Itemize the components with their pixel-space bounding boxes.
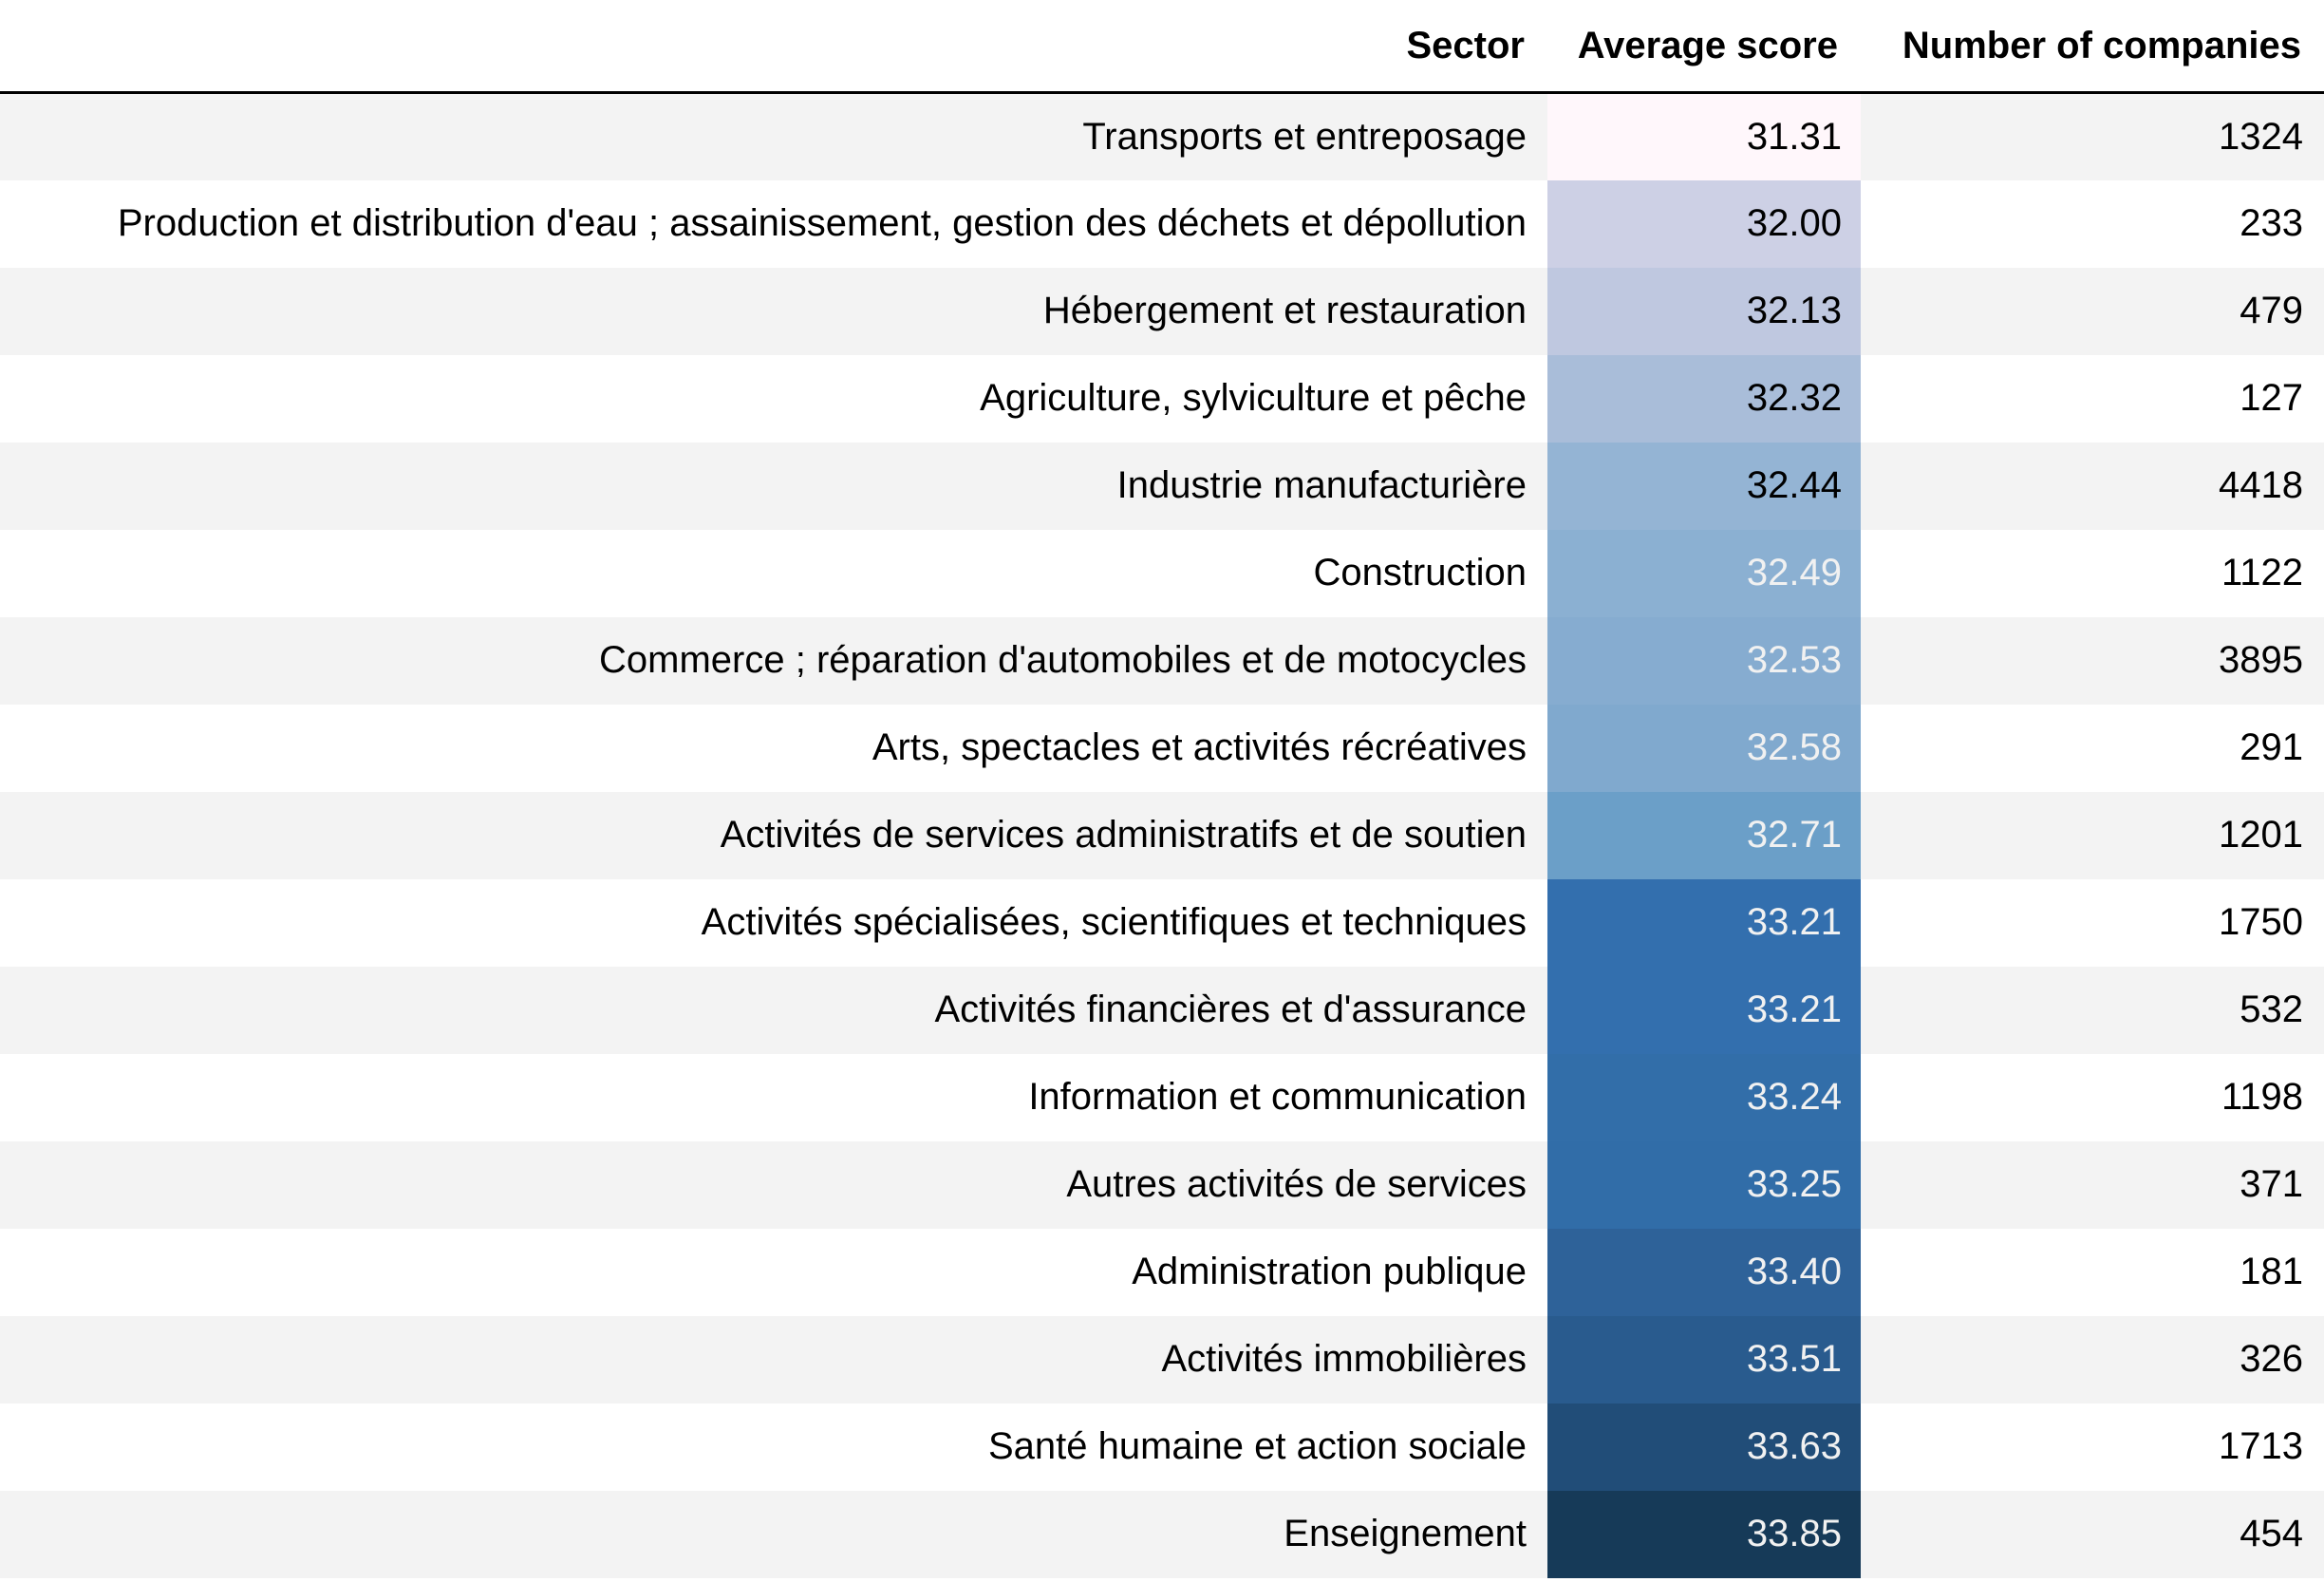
average-score-cell: 31.31 <box>1547 92 1861 180</box>
number-of-companies-cell: 326 <box>1861 1315 2324 1403</box>
number-of-companies-cell: 454 <box>1861 1490 2324 1578</box>
number-of-companies-cell: 3895 <box>1861 616 2324 705</box>
average-score-cell: 33.85 <box>1547 1490 1861 1578</box>
average-score-cell: 32.49 <box>1547 529 1861 617</box>
table-row: Commerce ; réparation d'automobiles et d… <box>0 616 2324 705</box>
average-score-cell: 33.21 <box>1547 966 1861 1054</box>
sector-cell: Autres activités de services <box>0 1140 1547 1229</box>
sector-cell: Hébergement et restauration <box>0 267 1547 355</box>
table-row: Activités spécialisées, scientifiques et… <box>0 878 2324 967</box>
number-of-companies-cell: 371 <box>1861 1140 2324 1229</box>
number-of-companies-cell: 181 <box>1861 1228 2324 1316</box>
table-row: Autres activités de services 33.25 371 <box>0 1140 2324 1229</box>
sector-cell: Santé humaine et action sociale <box>0 1403 1547 1491</box>
sector-cell: Activités immobilières <box>0 1315 1547 1403</box>
sector-cell: Administration publique <box>0 1228 1547 1316</box>
number-of-companies-cell: 1750 <box>1861 878 2324 967</box>
sector-cell: Activités de services administratifs et … <box>0 791 1547 879</box>
average-score-cell: 33.51 <box>1547 1315 1861 1403</box>
sector-cell: Construction <box>0 529 1547 617</box>
average-score-cell: 33.24 <box>1547 1053 1861 1141</box>
table-row: Activités immobilières 33.51 326 <box>0 1315 2324 1403</box>
sector-cell: Activités financières et d'assurance <box>0 966 1547 1054</box>
number-of-companies-cell: 1122 <box>1861 529 2324 617</box>
table-row: Hébergement et restauration 32.13 479 <box>0 267 2324 355</box>
table-body: Transports et entreposage 31.31 1324 Produc… <box>0 92 2324 1578</box>
sector-cell: Activités spécialisées, scientifiques et… <box>0 878 1547 967</box>
table-row: Construction 32.49 1122 <box>0 529 2324 617</box>
header-sector: Sector <box>0 0 1547 94</box>
number-of-companies-cell: 233 <box>1861 179 2324 268</box>
average-score-cell: 33.25 <box>1547 1140 1861 1229</box>
sector-cell: Commerce ; réparation d'automobiles et d… <box>0 616 1547 705</box>
table-row: Industrie manufacturière 32.44 4418 <box>0 442 2324 530</box>
sector-cell: Agriculture, sylviculture et pêche <box>0 354 1547 443</box>
average-score-cell: 32.58 <box>1547 704 1861 792</box>
header-row: Sector Average score Number of companies <box>0 0 2324 94</box>
average-score-cell: 32.71 <box>1547 791 1861 879</box>
number-of-companies-cell: 4418 <box>1861 442 2324 530</box>
number-of-companies-cell: 479 <box>1861 267 2324 355</box>
number-of-companies-cell: 1324 <box>1861 92 2324 180</box>
header-average-score: Average score <box>1547 0 1861 94</box>
header-number-of-companies: Number of companies <box>1861 0 2324 94</box>
table-header: Sector Average score Number of companies <box>0 0 2324 94</box>
sector-cell: Information et communication <box>0 1053 1547 1141</box>
sector-cell: Enseignement <box>0 1490 1547 1578</box>
sector-cell: Industrie manufacturière <box>0 442 1547 530</box>
average-score-cell: 33.40 <box>1547 1228 1861 1316</box>
sector-cell: Production et distribution d'eau ; assai… <box>0 179 1547 268</box>
table-row: Production et distribution d'eau ; assai… <box>0 179 2324 268</box>
average-score-cell: 32.13 <box>1547 267 1861 355</box>
number-of-companies-cell: 1198 <box>1861 1053 2324 1141</box>
table-row: Transports et entreposage 31.31 1324 <box>0 92 2324 180</box>
sector-cell: Transports et entreposage <box>0 92 1547 180</box>
table-row: Activités financières et d'assurance 33.2… <box>0 966 2324 1054</box>
average-score-cell: 32.44 <box>1547 442 1861 530</box>
table-row: Enseignement 33.85 454 <box>0 1490 2324 1578</box>
table-row: Arts, spectacles et activités récréative… <box>0 704 2324 792</box>
average-score-cell: 32.32 <box>1547 354 1861 443</box>
table-row: Agriculture, sylviculture et pêche 32.32 1… <box>0 354 2324 443</box>
average-score-cell: 33.21 <box>1547 878 1861 967</box>
table-row: Administration publique 33.40 181 <box>0 1228 2324 1316</box>
average-score-cell: 32.00 <box>1547 179 1861 268</box>
table-row: Information et communication 33.24 1198 <box>0 1053 2324 1141</box>
average-score-cell: 33.63 <box>1547 1403 1861 1491</box>
sector-cell: Arts, spectacles et activités récréative… <box>0 704 1547 792</box>
table-row: Activités de services administratifs et … <box>0 791 2324 879</box>
average-score-cell: 32.53 <box>1547 616 1861 705</box>
number-of-companies-cell: 1201 <box>1861 791 2324 879</box>
number-of-companies-cell: 127 <box>1861 354 2324 443</box>
number-of-companies-cell: 291 <box>1861 704 2324 792</box>
table-row: Santé humaine et action sociale 33.63 1713 <box>0 1403 2324 1491</box>
number-of-companies-cell: 532 <box>1861 966 2324 1054</box>
number-of-companies-cell: 1713 <box>1861 1403 2324 1491</box>
